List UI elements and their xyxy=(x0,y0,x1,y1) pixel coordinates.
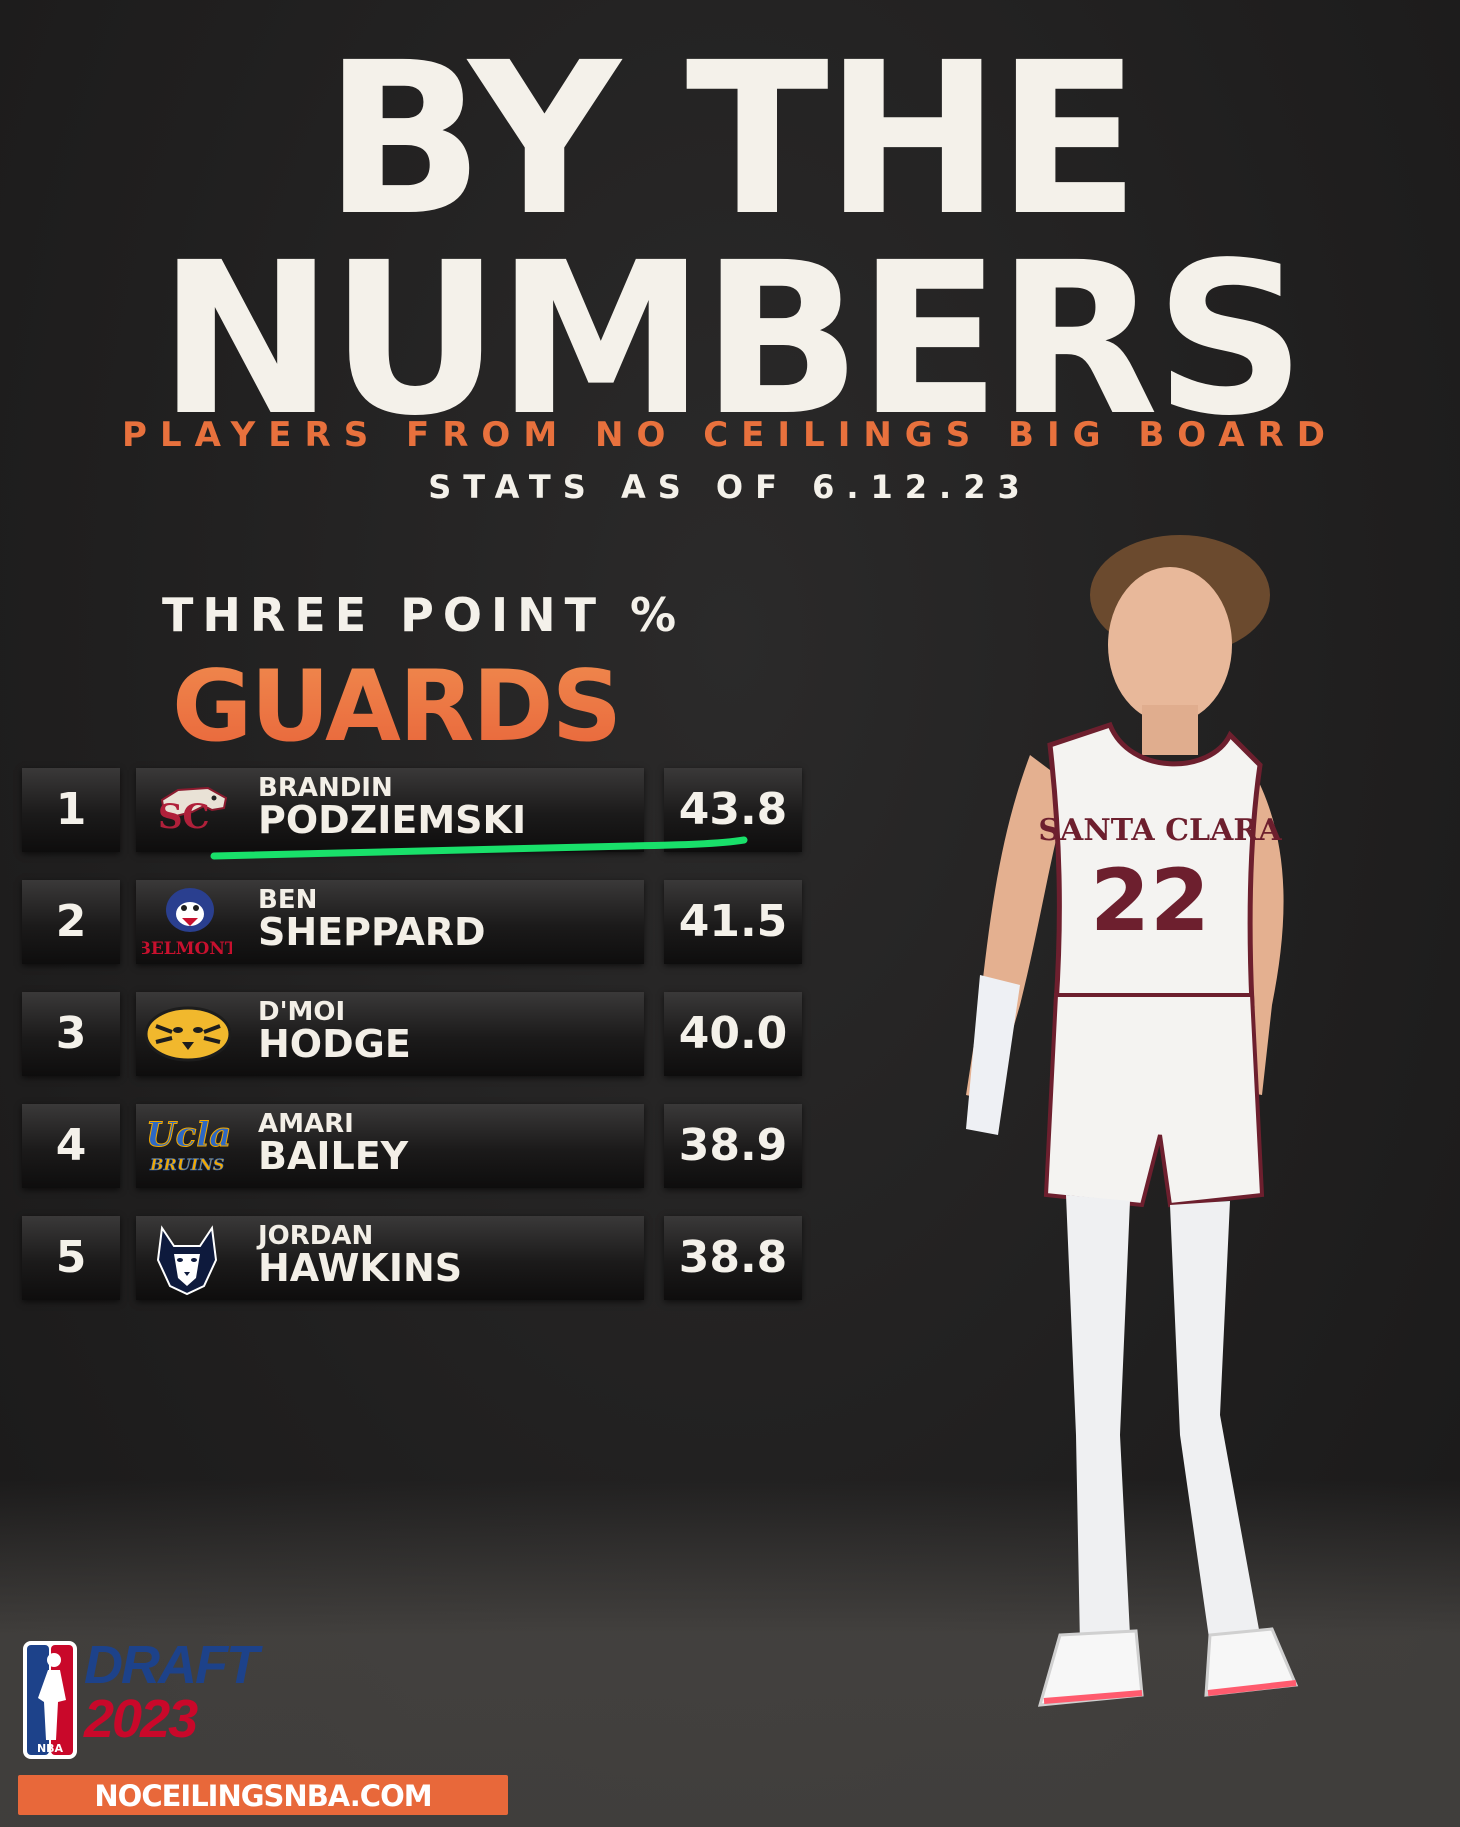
position-label: GUARDS xyxy=(172,650,622,764)
value-box: 40.0 xyxy=(664,992,802,1076)
ranking-row: 5 JORDAN HAWKINS 38.8 xyxy=(22,1216,802,1300)
value-box: 38.9 xyxy=(664,1104,802,1188)
player-box: SC BRANDIN PODZIEMSKI xyxy=(136,768,644,852)
svg-text:SC: SC xyxy=(158,797,210,837)
player-photo: SANTA CLARA 22 xyxy=(966,535,1299,1707)
ranking-row: 4 Ucla BRUINS AMARI BAILEY 38.9 xyxy=(22,1104,802,1188)
player-box: JORDAN HAWKINS xyxy=(136,1216,644,1300)
value-box: 41.5 xyxy=(664,880,802,964)
player-first-name: BEN xyxy=(258,885,318,915)
player-box: Ucla BRUINS AMARI BAILEY xyxy=(136,1104,644,1188)
website-banner: NOCEILINGSNBA.COM xyxy=(18,1775,508,1815)
rank-box: 5 xyxy=(22,1216,120,1300)
player-last-name: BAILEY xyxy=(258,1134,409,1178)
ucla-bruins-logo: Ucla BRUINS xyxy=(146,1115,232,1175)
jersey-text: SANTA CLARA xyxy=(1038,813,1282,848)
player-last-name: HAWKINS xyxy=(258,1246,463,1290)
three-point-pct: 41.5 xyxy=(678,896,788,947)
nba-logo: NBA xyxy=(23,1641,77,1759)
rank-box: 4 xyxy=(22,1104,120,1188)
rank-box: 3 xyxy=(22,992,120,1076)
missouri-tiger-logo xyxy=(144,1006,232,1062)
value-box: 38.8 xyxy=(664,1216,802,1300)
player-first-name: BRANDIN xyxy=(258,773,393,803)
rank-number: 1 xyxy=(55,784,87,835)
three-point-pct: 38.8 xyxy=(678,1232,788,1283)
nba-wordmark: NBA xyxy=(37,1742,64,1755)
stat-label: THREE POINT % xyxy=(162,588,686,642)
three-point-pct: 38.9 xyxy=(678,1120,788,1171)
draft-label: DRAFT xyxy=(84,1635,259,1695)
ranking-row: 1 SC BRANDIN PODZIEMSKI 43.8 xyxy=(22,768,802,852)
player-last-name: PODZIEMSKI xyxy=(258,798,527,842)
rank-box: 2 xyxy=(22,880,120,964)
player-box: D'MOI HODGE xyxy=(136,992,644,1076)
player-first-name: D'MOI xyxy=(258,997,346,1027)
rank-number: 5 xyxy=(55,1232,87,1283)
player-last-name: HODGE xyxy=(258,1022,411,1066)
subtitle-source: PLAYERS FROM NO CEILINGS BIG BOARD xyxy=(122,415,1338,455)
santa-clara-bronco-logo: SC xyxy=(158,786,228,837)
draft-year: 2023 xyxy=(84,1689,198,1749)
ucla-wordmark: Ucla xyxy=(146,1115,231,1155)
bruins-wordmark: BRUINS xyxy=(149,1155,224,1174)
player-first-name: AMARI xyxy=(258,1109,354,1139)
title-line-2: NUMBERS xyxy=(158,217,1306,462)
title-line-1: BY THE xyxy=(323,17,1140,262)
belmont-wordmark: BELMONT xyxy=(142,939,232,959)
ranking-row: 2 BELMONT BEN SHEPPARD 41.5 xyxy=(22,880,802,964)
rank-number: 4 xyxy=(55,1120,87,1171)
rank-number: 2 xyxy=(55,896,87,947)
jersey-number: 22 xyxy=(1090,851,1210,951)
ranking-row: 3 D'MOI HODGE 40.0 xyxy=(22,992,802,1076)
player-first-name: JORDAN xyxy=(258,1221,374,1251)
website-url[interactable]: NOCEILINGSNBA.COM xyxy=(94,1779,432,1813)
player-box: BELMONT BEN SHEPPARD xyxy=(136,880,644,964)
three-point-pct: 43.8 xyxy=(678,784,788,835)
rank-box: 1 xyxy=(22,768,120,852)
three-point-pct: 40.0 xyxy=(678,1008,788,1059)
highlight-underline xyxy=(210,836,748,860)
uconn-husky-logo xyxy=(156,1225,218,1296)
subtitle-date: STATS AS OF 6.12.23 xyxy=(428,468,1032,506)
belmont-bruin-logo: BELMONT xyxy=(142,888,232,959)
rank-number: 3 xyxy=(55,1008,87,1059)
player-last-name: SHEPPARD xyxy=(258,910,486,954)
